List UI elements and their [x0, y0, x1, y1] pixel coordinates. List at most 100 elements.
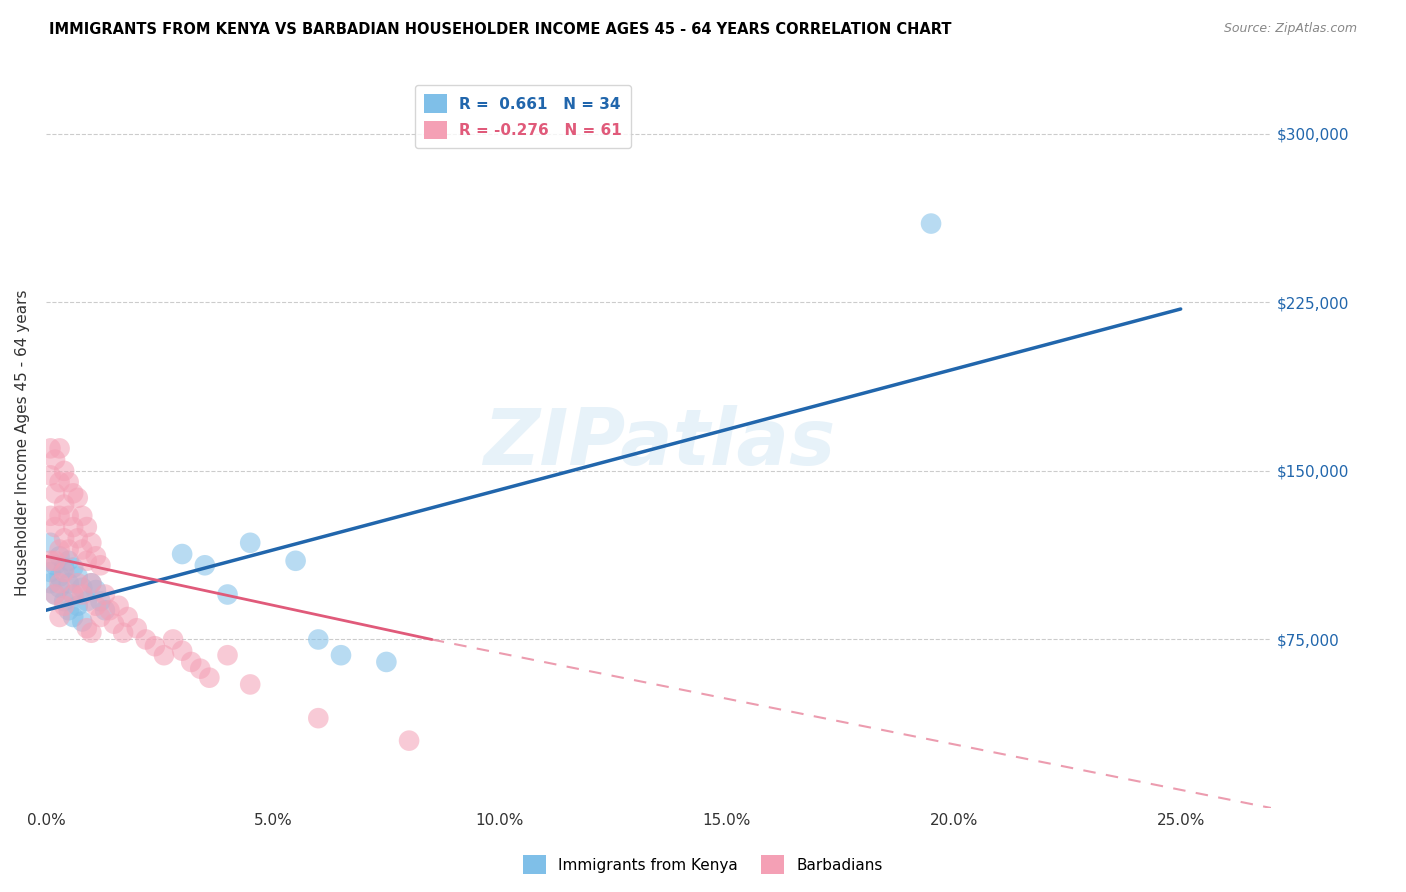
Point [48, 442, 70, 456]
Point [53, 594, 76, 608]
Point [66, 576, 89, 591]
Point [217, 587, 239, 601]
Point [39, 508, 62, 523]
Point [76, 594, 98, 608]
Point [62, 520, 84, 534]
Point [72, 542, 94, 557]
Text: IMMIGRANTS FROM KENYA VS BARBADIAN HOUSEHOLDER INCOME AGES 45 - 64 YEARS CORRELA: IMMIGRANTS FROM KENYA VS BARBADIAN HOUSE… [49, 22, 952, 37]
Point [39, 442, 62, 456]
Point [44, 452, 66, 467]
Point [172, 643, 194, 657]
Point [58, 576, 80, 591]
Point [53, 498, 76, 512]
Point [62, 486, 84, 500]
Point [39, 576, 62, 591]
Point [72, 615, 94, 629]
Point [330, 648, 353, 663]
Point [117, 610, 139, 624]
Point [188, 662, 211, 676]
Point [58, 603, 80, 617]
Point [44, 554, 66, 568]
Point [48, 508, 70, 523]
Point [143, 639, 166, 653]
Point [125, 621, 148, 635]
Point [89, 594, 111, 608]
Point [80, 576, 103, 591]
Point [89, 558, 111, 573]
Point [94, 587, 117, 601]
Point [58, 554, 80, 568]
Point [39, 536, 62, 550]
Point [44, 486, 66, 500]
Point [53, 464, 76, 478]
Point [375, 655, 398, 669]
Text: Source: ZipAtlas.com: Source: ZipAtlas.com [1223, 22, 1357, 36]
Point [180, 655, 202, 669]
Point [44, 587, 66, 601]
Point [66, 569, 89, 583]
Point [76, 520, 98, 534]
Point [84, 599, 107, 613]
Point [284, 554, 307, 568]
Point [39, 554, 62, 568]
Point [48, 569, 70, 583]
Point [66, 531, 89, 545]
Point [172, 547, 194, 561]
Point [72, 508, 94, 523]
Point [48, 475, 70, 489]
Point [58, 542, 80, 557]
Point [48, 610, 70, 624]
Point [103, 616, 125, 631]
Point [53, 560, 76, 574]
Point [80, 536, 103, 550]
Text: ZIPatlas: ZIPatlas [482, 405, 835, 481]
Point [48, 576, 70, 591]
Point [98, 603, 121, 617]
Point [72, 587, 94, 601]
Legend: R =  0.661   N = 34, R = -0.276   N = 61: R = 0.661 N = 34, R = -0.276 N = 61 [415, 85, 631, 148]
Point [62, 587, 84, 601]
Point [66, 599, 89, 613]
Point [84, 549, 107, 564]
Point [58, 475, 80, 489]
Point [39, 565, 62, 579]
Point [239, 677, 262, 691]
Point [80, 576, 103, 591]
Point [44, 558, 66, 573]
Point [62, 587, 84, 601]
Point [94, 603, 117, 617]
Point [398, 733, 420, 747]
Point [39, 468, 62, 483]
Point [80, 625, 103, 640]
Point [72, 581, 94, 595]
Point [53, 531, 76, 545]
Point [162, 632, 184, 647]
Point [153, 648, 176, 663]
Point [62, 560, 84, 574]
Point [217, 648, 239, 663]
Point [920, 217, 942, 231]
Point [307, 711, 329, 725]
Point [76, 621, 98, 635]
Point [112, 625, 135, 640]
Y-axis label: Householder Income Ages 45 - 64 years: Householder Income Ages 45 - 64 years [15, 290, 30, 596]
Point [48, 542, 70, 557]
Legend: Immigrants from Kenya, Barbadians: Immigrants from Kenya, Barbadians [517, 849, 889, 880]
Point [48, 549, 70, 564]
Point [53, 565, 76, 579]
Point [198, 671, 221, 685]
Point [84, 582, 107, 597]
Point [307, 632, 329, 647]
Point [107, 599, 129, 613]
Point [135, 632, 157, 647]
Point [89, 610, 111, 624]
Point [66, 491, 89, 505]
Point [53, 599, 76, 613]
Point [62, 610, 84, 624]
Point [76, 554, 98, 568]
Point [44, 520, 66, 534]
Point [194, 558, 217, 573]
Point [58, 508, 80, 523]
Point [48, 581, 70, 595]
Point [239, 536, 262, 550]
